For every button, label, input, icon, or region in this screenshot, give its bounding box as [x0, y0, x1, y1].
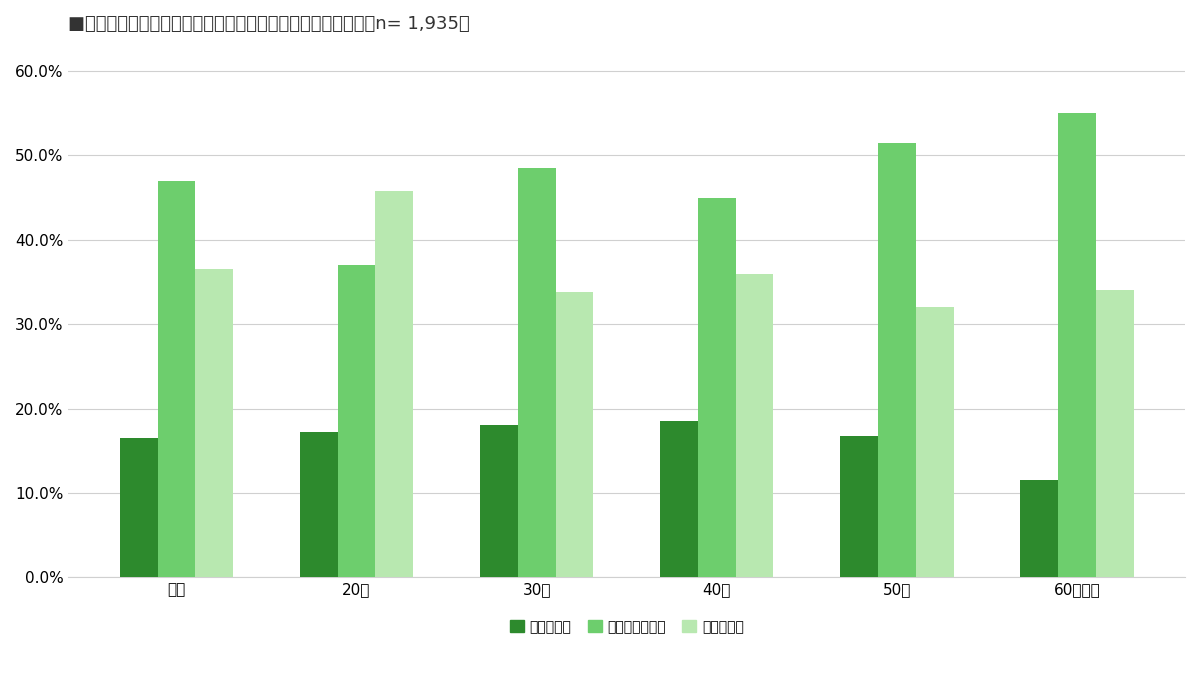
Bar — [1058, 113, 1096, 577]
Bar — [840, 436, 878, 577]
Text: ■金融教育を受ける機会があったら受講してみたいですか？　n= 1,935人: ■金融教育を受ける機会があったら受講してみたいですか？ n= 1,935人 — [68, 15, 470, 33]
Bar — [300, 432, 337, 577]
Bar — [878, 143, 916, 577]
Bar — [337, 265, 376, 577]
Bar — [517, 168, 556, 577]
Bar — [157, 181, 196, 577]
Bar — [916, 307, 954, 577]
Bar — [698, 197, 736, 577]
Bar — [660, 421, 698, 577]
Legend: 受講したい, 受講したくない, わからない: 受講したい, 受講したくない, わからない — [504, 615, 749, 640]
Bar — [120, 438, 157, 577]
Bar — [556, 292, 593, 577]
Bar — [736, 273, 774, 577]
Bar — [196, 269, 233, 577]
Bar — [1096, 291, 1134, 577]
Bar — [480, 425, 517, 577]
Bar — [1020, 480, 1058, 577]
Bar — [376, 191, 413, 577]
